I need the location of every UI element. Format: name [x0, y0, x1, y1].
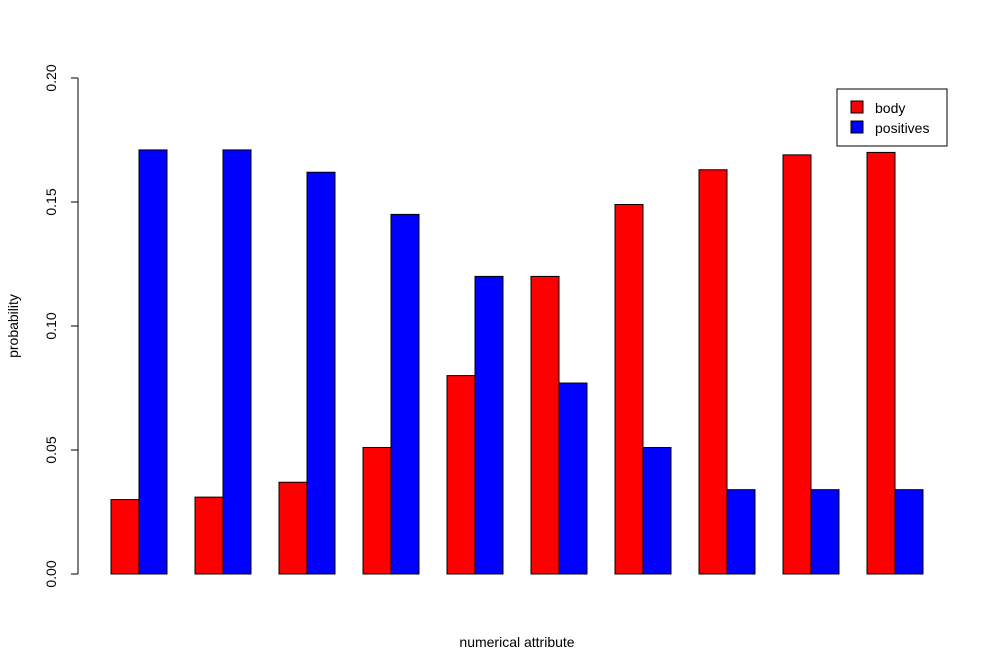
bar-positives-2	[222, 149, 252, 575]
y-axis: 0.00 0.05 0.10 0.15 0.20	[43, 64, 79, 588]
y-axis-label: probability	[5, 294, 21, 358]
bar-positives-6	[558, 382, 588, 575]
bar-positives-7	[642, 447, 672, 575]
bar-positives-1	[138, 149, 168, 575]
bar-positives-5	[474, 275, 504, 575]
bar-positives-4	[390, 213, 420, 575]
legend-swatch-body	[850, 100, 864, 114]
bar-body-6	[530, 275, 560, 575]
bar-body-8	[698, 169, 728, 575]
bar-body-2	[194, 496, 224, 575]
bar-positives-9	[810, 489, 840, 575]
bar-body-3	[278, 481, 308, 575]
legend: body positives	[836, 88, 948, 147]
bar-body-4	[362, 447, 392, 575]
bar-body-1	[110, 499, 140, 575]
y-tick-label: 0.15	[43, 188, 59, 215]
y-tick-label: 0.05	[43, 436, 59, 463]
legend-label-body: body	[875, 100, 905, 116]
x-axis-label: numerical attribute	[459, 634, 574, 650]
bar-body-9	[782, 154, 812, 575]
bar-body-10	[866, 151, 896, 575]
bar-positives-3	[306, 171, 336, 575]
y-tick-label: 0.20	[43, 64, 59, 91]
bar-body-7	[614, 203, 644, 575]
y-tick-label: 0.00	[43, 560, 59, 587]
legend-label-positives: positives	[875, 120, 929, 136]
bar-body-5	[446, 375, 476, 575]
bars-group	[110, 149, 924, 575]
legend-box	[836, 88, 948, 147]
y-tick-label: 0.10	[43, 312, 59, 339]
bar-positives-10	[894, 489, 924, 575]
bar-positives-8	[726, 489, 756, 575]
legend-swatch-positives	[850, 120, 864, 134]
